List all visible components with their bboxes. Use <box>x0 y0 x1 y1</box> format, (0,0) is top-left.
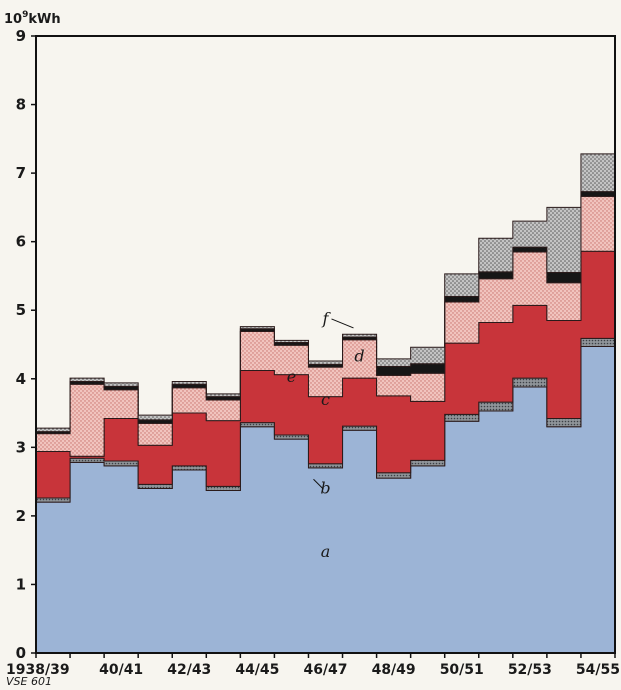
x-tick-label: 42/43 <box>167 662 211 678</box>
x-tick-label: 44/45 <box>235 662 279 678</box>
y-tick-label: 4 <box>16 370 26 388</box>
y-tick-label: 1 <box>16 575 26 593</box>
label-f-leader <box>331 318 354 329</box>
x-tick-label: 50/51 <box>440 662 484 678</box>
y-tick-label: 8 <box>16 96 26 114</box>
series-label-e: e <box>287 367 296 386</box>
series-label-c: c <box>321 390 330 409</box>
y-tick-label: 6 <box>16 233 26 251</box>
label-b-leader <box>313 478 324 490</box>
x-tick-label: 48/49 <box>372 662 416 678</box>
y-axis: 0 1 2 3 4 5 6 7 8 9 <box>16 27 36 662</box>
x-tick-label: 1938/39 <box>6 662 70 678</box>
y-tick-label: 7 <box>16 164 26 182</box>
y-tick-label: 3 <box>16 438 26 456</box>
y-tick-label: 0 <box>16 644 26 662</box>
y-axis-unit-label: 109kWh <box>4 10 61 27</box>
y-tick-label: 5 <box>16 301 26 319</box>
plot-frame <box>35 35 616 654</box>
x-tick-label: 52/53 <box>508 662 552 678</box>
x-tick-label: 46/47 <box>303 662 347 678</box>
x-axis: 1938/39 40/41 42/43 44/45 46/47 48/49 50/51 52/… <box>6 653 620 678</box>
x-tick-label: 40/41 <box>99 662 143 678</box>
series-label-f: f <box>322 309 332 328</box>
figure-code: VSE 601 <box>6 675 52 688</box>
x-tick-label: 54/55 <box>576 662 620 678</box>
series-label-d: d <box>354 347 364 366</box>
series-annotations: a b c e d f <box>287 309 365 561</box>
series-label-b: b <box>320 478 330 497</box>
series-label-a: a <box>321 542 331 561</box>
y-tick-label: 2 <box>16 507 26 525</box>
y-tick-label: 9 <box>16 27 26 45</box>
